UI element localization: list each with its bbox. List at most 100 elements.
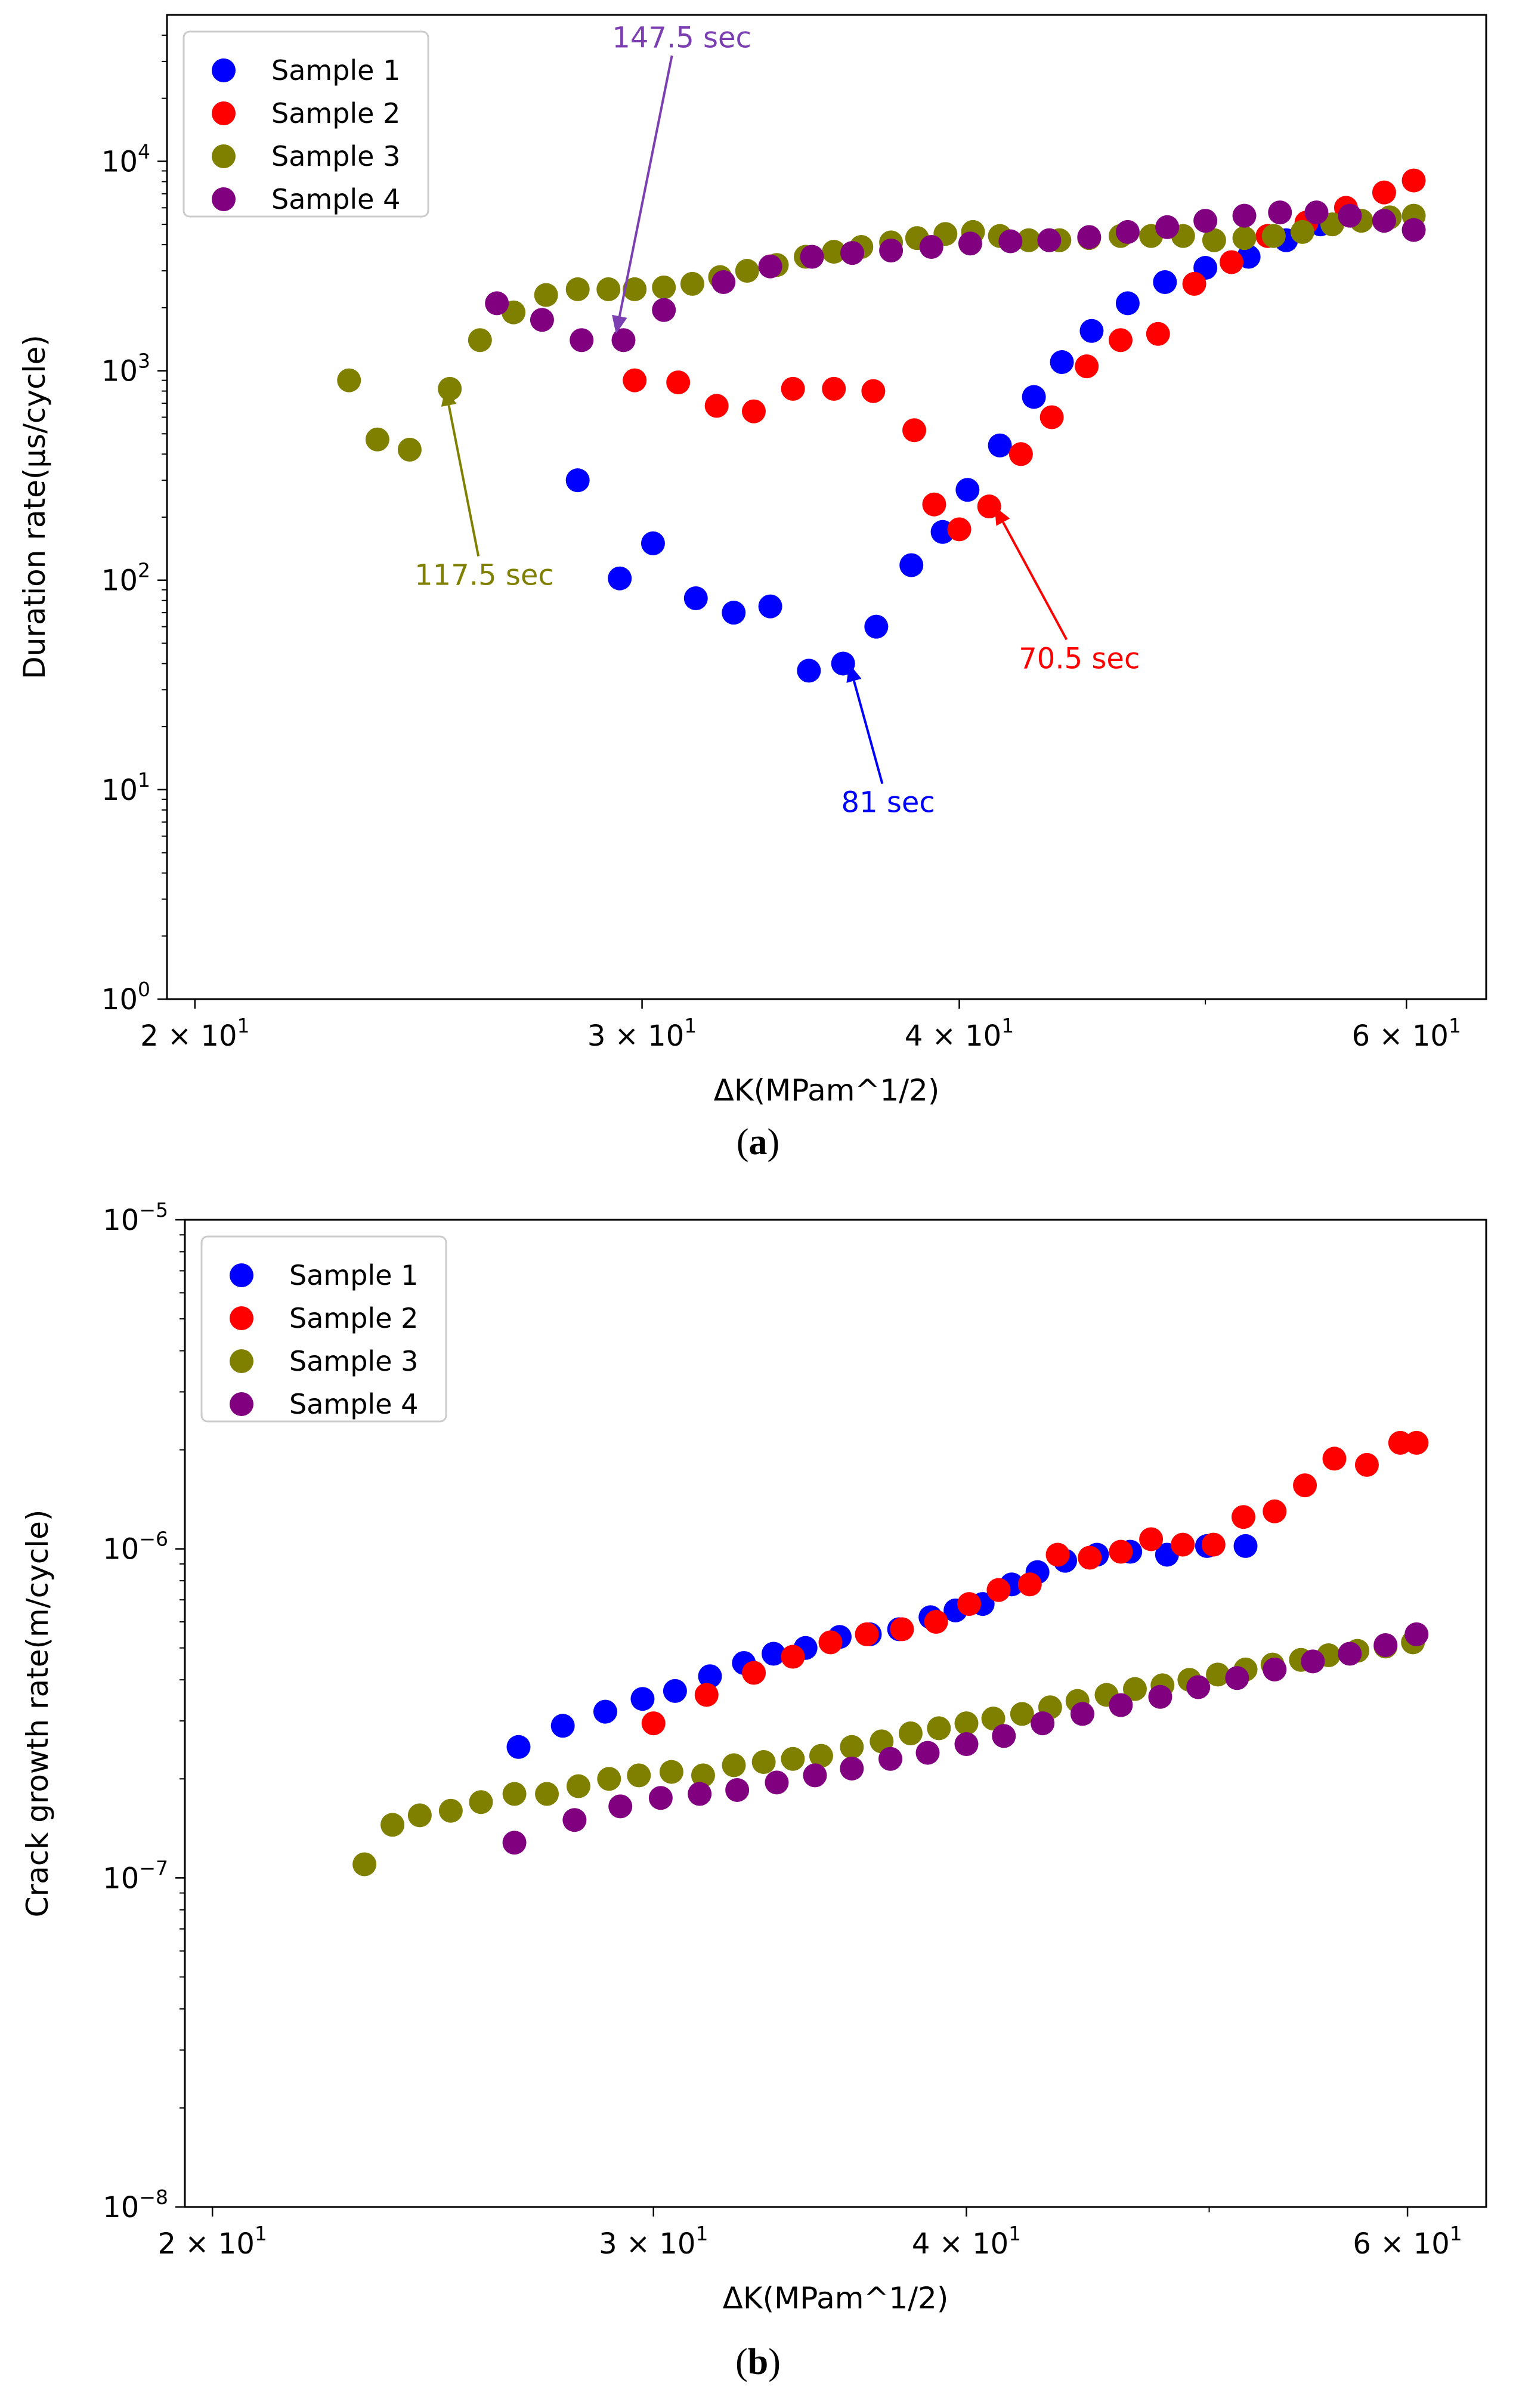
- data-point-sample-4: [1186, 1675, 1211, 1699]
- data-point-sample-2: [781, 376, 805, 401]
- data-point-sample-3: [927, 1716, 951, 1741]
- data-point-sample-4: [530, 308, 554, 332]
- caption-open-paren: (: [735, 2342, 748, 2382]
- x-tick-label: 4 × 101: [912, 2222, 1021, 2261]
- y-tick-label: 10−7: [103, 1856, 168, 1895]
- data-point-sample-3: [438, 376, 462, 401]
- data-point-sample-3: [1016, 228, 1041, 252]
- annotation-arrowhead: [612, 314, 627, 334]
- data-point-sample-4: [711, 270, 736, 294]
- data-point-sample-4: [879, 239, 904, 263]
- legend-marker: [212, 144, 236, 168]
- data-point-sample-2: [1372, 180, 1396, 205]
- data-point-sample-4: [958, 231, 982, 256]
- legend-marker: [230, 1349, 253, 1373]
- data-point-sample-2: [947, 517, 972, 542]
- y-tick-label-base: 10: [101, 145, 138, 178]
- data-point-sample-4: [1301, 1649, 1325, 1674]
- y-tick-label-base: 10: [103, 1862, 139, 1895]
- data-point-sample-4: [840, 241, 865, 265]
- data-point-sample-3: [809, 1744, 833, 1768]
- legend-box: [182, 30, 429, 218]
- data-point-sample-4: [1225, 1666, 1249, 1690]
- y-tick-label: 10−5: [103, 1198, 168, 1237]
- y-tick-label-exponent: −5: [139, 1198, 168, 1222]
- x-tick-label: 6 × 101: [1352, 1014, 1461, 1053]
- data-point-sample-3: [407, 1803, 432, 1828]
- data-point-sample-4: [1304, 200, 1329, 225]
- data-point-sample-4: [1070, 1702, 1094, 1726]
- x-tick-label-exponent: 1: [1449, 1014, 1461, 1037]
- data-point-sample-1: [1115, 291, 1140, 316]
- data-point-sample-3: [691, 1763, 715, 1788]
- data-point-sample-2: [822, 376, 846, 401]
- data-point-sample-4: [919, 235, 943, 259]
- data-point-sample-2: [1078, 1545, 1102, 1570]
- data-point-sample-4: [485, 291, 509, 316]
- legend-marker: [230, 1392, 253, 1416]
- data-point-sample-1: [864, 614, 889, 639]
- data-point-sample-2: [1075, 354, 1099, 379]
- data-point-sample-3: [623, 277, 647, 301]
- x-tick-label-base: 6 × 10: [1352, 1019, 1449, 1053]
- x-tick-label-base: 2 × 10: [158, 2227, 255, 2261]
- annotation-arrow: [1002, 521, 1068, 641]
- data-point-sample-4: [758, 254, 782, 279]
- data-point-sample-4: [1338, 1642, 1362, 1666]
- data-point-sample-1: [550, 1714, 575, 1738]
- data-point-sample-1: [506, 1735, 531, 1759]
- x-tick-label-base: 4 × 10: [912, 2227, 1008, 2261]
- data-point-sample-1: [1233, 1534, 1258, 1558]
- y-tick-label-exponent: 0: [138, 978, 150, 1001]
- data-point-sample-1: [722, 601, 746, 625]
- data-point-sample-2: [666, 370, 691, 395]
- data-point-sample-2: [1401, 168, 1426, 193]
- legend-marker: [212, 58, 236, 82]
- data-point-sample-2: [818, 1630, 843, 1655]
- y-axis-label: Duration rate(µs/cycle): [17, 335, 52, 679]
- data-point-sample-2: [1263, 1499, 1287, 1523]
- x-tick-label-exponent: 1: [237, 1014, 249, 1037]
- data-point-sample-4: [652, 298, 676, 322]
- data-point-sample-2: [741, 399, 766, 424]
- x-tick-label-base: 3 × 10: [599, 2227, 695, 2261]
- y-tick-label-exponent: 3: [138, 350, 150, 373]
- data-point-sample-4: [765, 1770, 789, 1795]
- data-point-sample-2: [742, 1661, 766, 1685]
- y-tick-label-exponent: −8: [139, 2186, 168, 2209]
- data-point-sample-3: [380, 1813, 405, 1837]
- x-tick-label: 2 × 101: [140, 1014, 249, 1053]
- data-point-sample-4: [878, 1747, 903, 1771]
- data-point-sample-4: [1031, 1711, 1055, 1736]
- data-point-sample-2: [890, 1617, 914, 1642]
- data-point-sample-2: [924, 1610, 948, 1634]
- legend-marker: [230, 1306, 253, 1330]
- y-tick-label-exponent: −6: [139, 1528, 168, 1551]
- data-point-sample-2: [1017, 1572, 1042, 1597]
- legend-entry-label: Sample 4: [289, 1388, 418, 1420]
- y-tick-label: 103: [101, 350, 150, 388]
- x-tick-label: 6 × 101: [1353, 2222, 1462, 2261]
- y-tick-label-base: 10: [103, 2191, 139, 2224]
- legend-entry-label: Sample 3: [289, 1345, 418, 1377]
- data-point-sample-4: [611, 328, 636, 353]
- data-point-sample-4: [1115, 220, 1140, 244]
- x-tick-label-base: 3 × 10: [587, 1019, 684, 1053]
- annotation-label: 81 sec: [841, 786, 935, 820]
- data-point-sample-1: [1153, 270, 1177, 294]
- caption-letter: b: [748, 2342, 768, 2382]
- data-point-sample-3: [898, 1721, 923, 1745]
- data-point-sample-1: [698, 1664, 722, 1689]
- data-point-sample-1: [608, 566, 632, 591]
- annotation-label: 70.5 sec: [1019, 642, 1140, 675]
- x-axis-label: ΔK(MPam^1/2): [723, 2281, 949, 2316]
- y-tick-label: 10−8: [103, 2186, 168, 2224]
- data-point-sample-1: [593, 1699, 617, 1724]
- data-point-sample-3: [652, 275, 676, 299]
- data-point-sample-4: [800, 245, 824, 269]
- data-point-sample-1: [663, 1679, 687, 1703]
- annotation-arrow: [618, 55, 673, 317]
- y-tick-label-exponent: 4: [138, 140, 150, 163]
- data-point-sample-4: [992, 1724, 1016, 1748]
